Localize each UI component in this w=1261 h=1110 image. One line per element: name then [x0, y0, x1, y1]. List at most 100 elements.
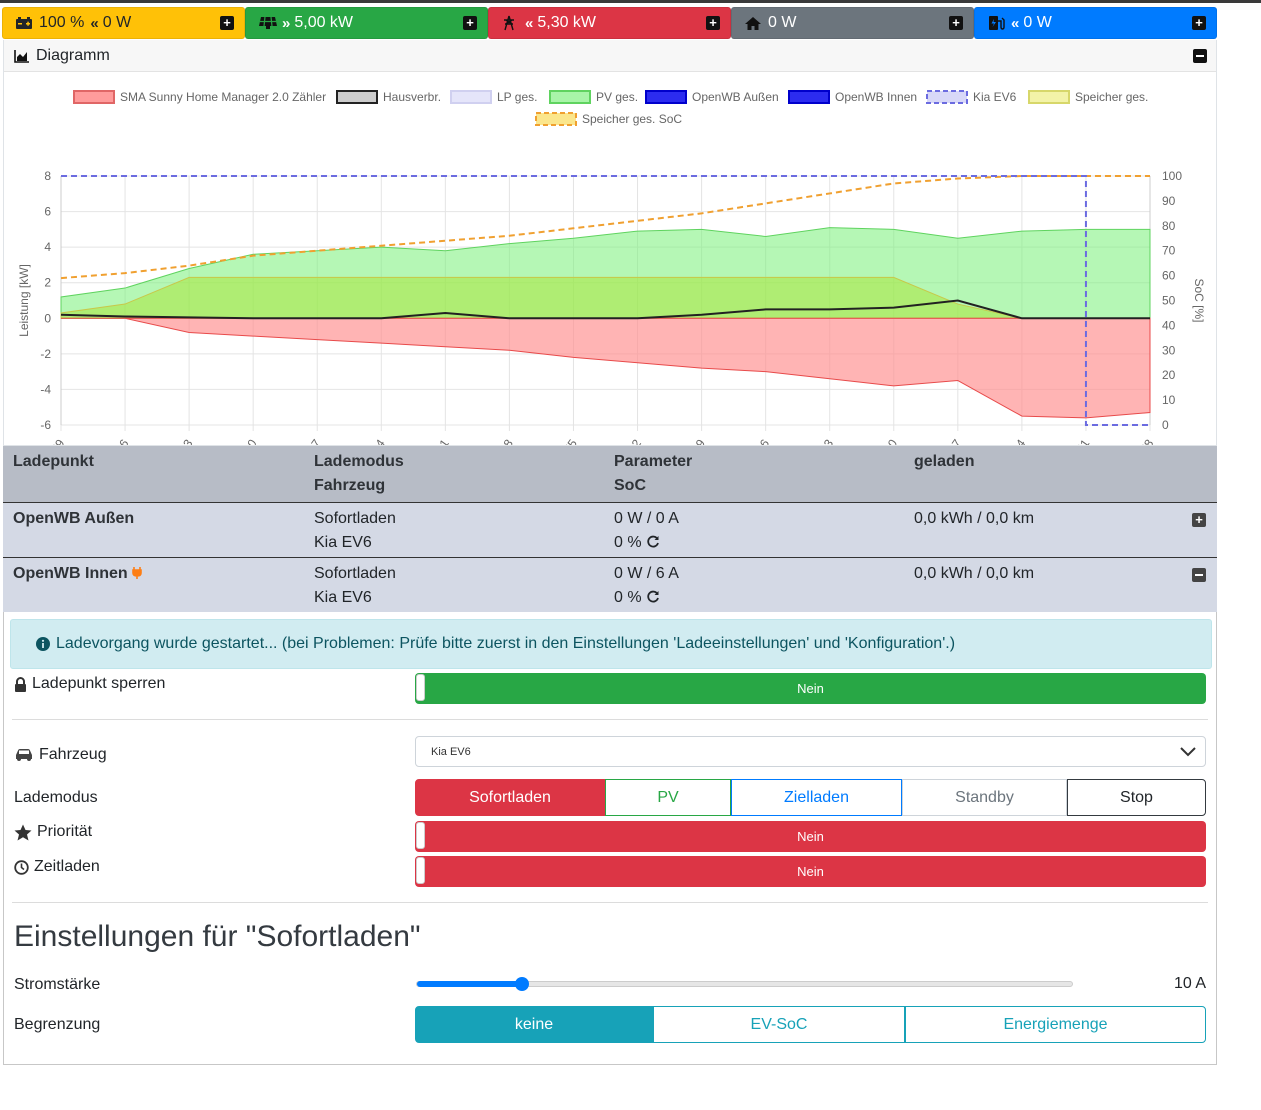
power-chart: SMA Sunny Home Manager 2.0 Zähler Hausver… [17, 90, 1206, 445]
timer-row-label: Zeitladen [14, 858, 100, 876]
x-tick: 10:23 [807, 436, 836, 445]
legend-label: PV ges. [596, 90, 638, 104]
legend-label: LP ges. [497, 90, 537, 104]
x-tick: 10:16 [743, 436, 772, 445]
mode-standby-button[interactable]: Standby [902, 779, 1067, 816]
limit-none-button[interactable]: keine [415, 1006, 653, 1043]
charge-status[interactable]: « 0 W + [974, 7, 1217, 39]
header-geladen: geladen [914, 453, 975, 470]
status-bar: 100 % « 0 W + » 5,00 kW + « 5,30 kW + 0 … [2, 7, 1218, 39]
collapse-minus-icon[interactable] [1193, 49, 1207, 63]
lock-toggle-value: Nein [797, 681, 824, 696]
lock-icon [14, 676, 27, 692]
x-tick: 09:48 [487, 436, 516, 445]
settings-heading: Einstellungen für "Sofortladen" [14, 920, 421, 953]
current-value: 10 A [1173, 975, 1206, 992]
expand-plus-icon[interactable]: + [1192, 513, 1206, 527]
chargepoint-table: Ladepunkt Lademodus Fahrzeug Parameter SoC… [3, 446, 1217, 612]
power-pylon-icon [501, 15, 521, 31]
y-tick-right: 90 [1162, 194, 1176, 208]
header-lademodus: Lademodus [314, 453, 404, 470]
chargepoint-details: Ladevorgang wurde gestartet... (bei Prob… [3, 612, 1217, 1065]
current-slider[interactable] [416, 977, 1073, 991]
mode-stop-button[interactable]: Stop [1067, 779, 1206, 816]
x-tick: 09:20 [231, 436, 260, 445]
limit-row-label: Begrenzung [14, 1016, 100, 1034]
x-tick: 10:30 [872, 436, 901, 445]
charge-power: 0 W [1023, 14, 1052, 31]
limit-ev-soc-button[interactable]: EV-SoC [653, 1006, 905, 1043]
expand-plus-icon[interactable]: + [463, 16, 477, 30]
legend-swatch [788, 90, 830, 104]
table-row[interactable]: OpenWB Innen Sofortladen Kia EV6 0 W / 6 … [3, 557, 1217, 612]
refresh-icon[interactable] [646, 534, 660, 551]
y-tick-right: 30 [1162, 343, 1176, 357]
y-tick-right: 0 [1162, 418, 1169, 432]
expand-plus-icon[interactable]: + [1192, 16, 1206, 30]
diagram-header[interactable]: Diagramm [4, 40, 1216, 72]
priority-toggle[interactable]: Nein [415, 821, 1206, 852]
lock-label: Ladepunkt sperren [32, 675, 166, 692]
slider-fill [417, 981, 523, 987]
divider [12, 719, 1208, 720]
timer-toggle[interactable]: Nein [415, 856, 1206, 887]
series-storage-soc-line [60, 175, 1150, 280]
legend-swatch [450, 90, 492, 104]
refresh-icon[interactable] [646, 589, 660, 606]
timer-toggle-value: Nein [797, 864, 824, 879]
expand-plus-icon[interactable]: + [220, 16, 234, 30]
x-tick: 09:27 [295, 436, 324, 445]
double-left-icon: « [90, 14, 99, 32]
chargepoint-vehicle: Kia EV6 [314, 534, 372, 551]
x-tick: 10:51 [1064, 436, 1093, 445]
grid-status[interactable]: « 5,30 kW + [488, 7, 731, 39]
battery-status[interactable]: 100 % « 0 W + [2, 7, 245, 39]
home-status[interactable]: 0 W + [731, 7, 974, 39]
vehicle-select[interactable]: Kia EV6 [415, 736, 1206, 767]
star-icon [14, 824, 32, 841]
battery-soc: 100 % [39, 14, 85, 31]
expand-plus-icon[interactable]: + [706, 16, 720, 30]
legend-swatch [1028, 90, 1070, 104]
limit-energy-button[interactable]: Energiemenge [905, 1006, 1206, 1043]
chargepoint-charged: 0,0 kWh / 0,0 km [914, 510, 1035, 527]
diagram-card: Diagramm SMA Sunny Home Manager 2.0 Zähl… [3, 40, 1217, 446]
y-tick-left: 6 [44, 205, 51, 219]
info-circle-icon [36, 637, 50, 651]
legend-swatch [549, 90, 591, 104]
collapse-minus-icon[interactable] [1192, 568, 1206, 582]
x-tick: 10:37 [936, 436, 965, 445]
series-kia-soc-line [61, 175, 1150, 426]
x-tick: 08:59 [39, 436, 68, 445]
pv-status[interactable]: » 5,00 kW + [245, 7, 488, 39]
plug-icon [132, 565, 142, 582]
expand-plus-icon[interactable]: + [949, 16, 963, 30]
mode-pv-button[interactable]: PV [605, 779, 731, 816]
mode-zielladen-button[interactable]: Zielladen [731, 779, 902, 816]
home-power: 0 W [768, 14, 797, 31]
table-header: Ladepunkt Lademodus Fahrzeug Parameter SoC… [3, 446, 1217, 502]
legend-label: Speicher ges. SoC [582, 112, 682, 126]
table-row[interactable]: OpenWB Außen Sofortladen Kia EV6 0 W / 0 … [3, 502, 1217, 557]
slider-thumb[interactable] [515, 977, 530, 991]
x-tick: 10:44 [1000, 436, 1029, 445]
double-left-icon: « [1011, 14, 1020, 32]
current-row-label: Stromstärke [14, 976, 100, 994]
legend-swatch [336, 90, 378, 104]
mode-sofortladen-button[interactable]: Sofortladen [415, 779, 605, 816]
limit-button-group: keine EV-SoC Energiemenge [415, 1006, 1206, 1043]
lock-toggle[interactable]: Nein [415, 673, 1206, 704]
battery-icon [15, 15, 35, 31]
y-tick-left: 2 [44, 276, 51, 290]
y-tick-right: 80 [1162, 219, 1176, 233]
divider [12, 902, 1208, 903]
y-tick-left: -6 [40, 418, 51, 432]
x-tick: 10:58 [1128, 436, 1157, 445]
chart-area-icon [14, 49, 30, 63]
y-tick-left: 4 [44, 240, 51, 254]
x-tick: 10:02 [615, 436, 644, 445]
mode-row-label: Lademodus [14, 789, 98, 807]
legend-label: OpenWB Innen [835, 90, 917, 104]
y-axis-label-right: SoC [%] [1192, 278, 1206, 322]
info-alert: Ladevorgang wurde gestartet... (bei Prob… [10, 619, 1212, 669]
